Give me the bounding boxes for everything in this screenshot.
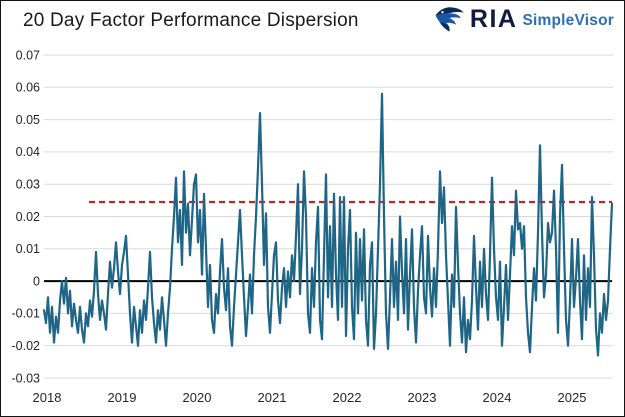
ria-simplevisor-logo: RIA SimpleVisor — [434, 5, 614, 33]
chart-title: 20 Day Factor Performance Dispersion — [23, 10, 359, 31]
x-tick-label: 2021 — [258, 390, 287, 405]
x-tick-label: 2023 — [408, 390, 437, 405]
dispersion-line-series — [42, 92, 614, 357]
x-tick-label: 2019 — [108, 390, 137, 405]
x-tick-label: 2020 — [183, 390, 212, 405]
y-tick-label: 0.06 — [16, 81, 40, 95]
y-tick-label: 0.03 — [16, 178, 40, 192]
y-tick-label: -0.01 — [12, 307, 41, 321]
x-tick-label: 2018 — [33, 390, 62, 405]
y-tick-label: 0.04 — [16, 145, 40, 159]
logo-product-text: SimpleVisor — [522, 11, 614, 29]
y-tick-label: -0.03 — [12, 371, 41, 385]
y-tick-label: 0.01 — [16, 242, 40, 256]
y-tick-label: 0.02 — [16, 210, 40, 224]
ria-eagle-icon — [435, 7, 464, 32]
x-tick-label: 2025 — [558, 390, 587, 405]
y-tick-label: 0.05 — [16, 113, 40, 127]
logo-brand-text: RIA — [469, 4, 518, 33]
y-tick-label: -0.02 — [12, 339, 41, 353]
x-tick-label: 2024 — [483, 390, 512, 405]
x-tick-label: 2022 — [333, 390, 362, 405]
y-tick-label: 0 — [33, 274, 40, 288]
y-tick-label: 0.07 — [16, 48, 40, 62]
